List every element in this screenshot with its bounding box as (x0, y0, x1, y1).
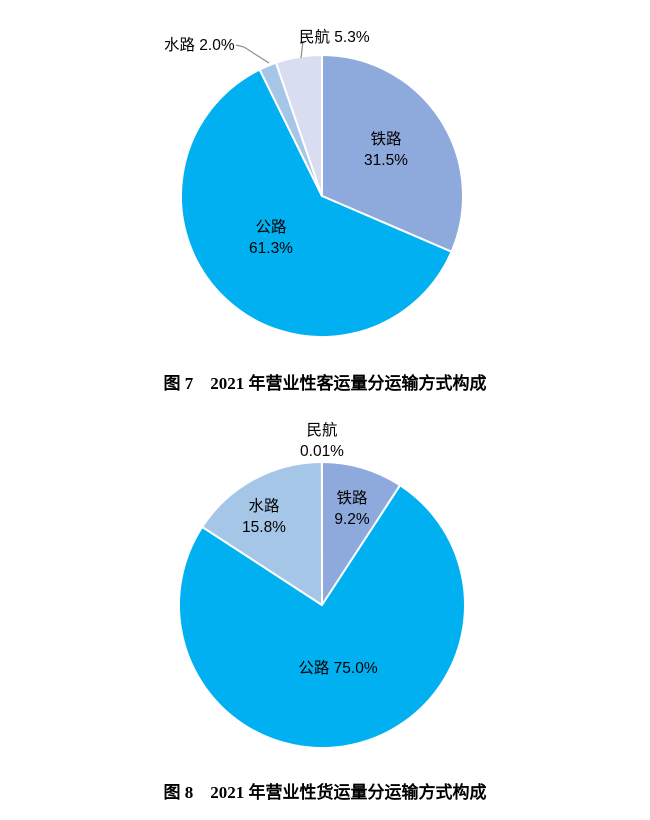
figure8-label-waterway-value: 15.8% (242, 519, 286, 536)
figure7-civil-aviation-leader-line (300, 40, 304, 59)
pie-slice-railway (321, 461, 402, 606)
figure7-label-civil-aviation: 民航 5.3% (299, 27, 370, 48)
figure7-pie-chart (179, 54, 464, 338)
figure7-waterway-leader-line (235, 44, 270, 64)
figure8-label-railway: 铁路 9.2% (292, 488, 412, 530)
figure8-label-railway-value: 9.2% (334, 511, 370, 528)
figure8-label-waterway: 水路 15.8% (204, 496, 324, 538)
figure8-label-waterway-name: 水路 (248, 498, 280, 515)
figure7-label-waterway-text: 水路 2.0% (164, 37, 235, 54)
figure7-label-civil-aviation-text: 民航 5.3% (299, 29, 370, 46)
figure7-label-highway-name: 公路 (255, 219, 287, 236)
pie-slice-highway (178, 484, 466, 749)
figure7-label-highway: 公路 61.3% (211, 217, 331, 259)
pie-slice-highway (179, 68, 453, 338)
figure8-label-civil-aviation-value: 0.01% (300, 443, 344, 460)
figure8-label-civil-aviation: 民航 0.01% (262, 420, 382, 462)
pie-slice-railway (321, 54, 464, 253)
pie-slice-waterway (201, 461, 323, 606)
figure8-label-highway-text: 公路 75.0% (298, 660, 378, 677)
figure8-pie-chart (178, 460, 466, 749)
figure7-label-railway: 铁路 31.5% (326, 129, 446, 171)
figure7-label-railway-name: 铁路 (370, 131, 402, 148)
figure8-caption: 图 8 2021 年营业性货运量分运输方式构成 (163, 783, 487, 802)
figure8-label-civil-aviation-name: 民航 (306, 422, 338, 439)
figure7-label-waterway: 水路 2.0% (164, 35, 235, 56)
figure8-label-highway: 公路 75.0% (238, 658, 438, 679)
pie-slice-civil-aviation (274, 54, 323, 197)
figure7-label-railway-value: 31.5% (364, 152, 408, 169)
figure8-label-railway-name: 铁路 (336, 490, 368, 507)
figure7-label-highway-value: 61.3% (249, 240, 293, 257)
figure7-caption: 图 7 2021 年营业性客运量分运输方式构成 (163, 374, 487, 393)
